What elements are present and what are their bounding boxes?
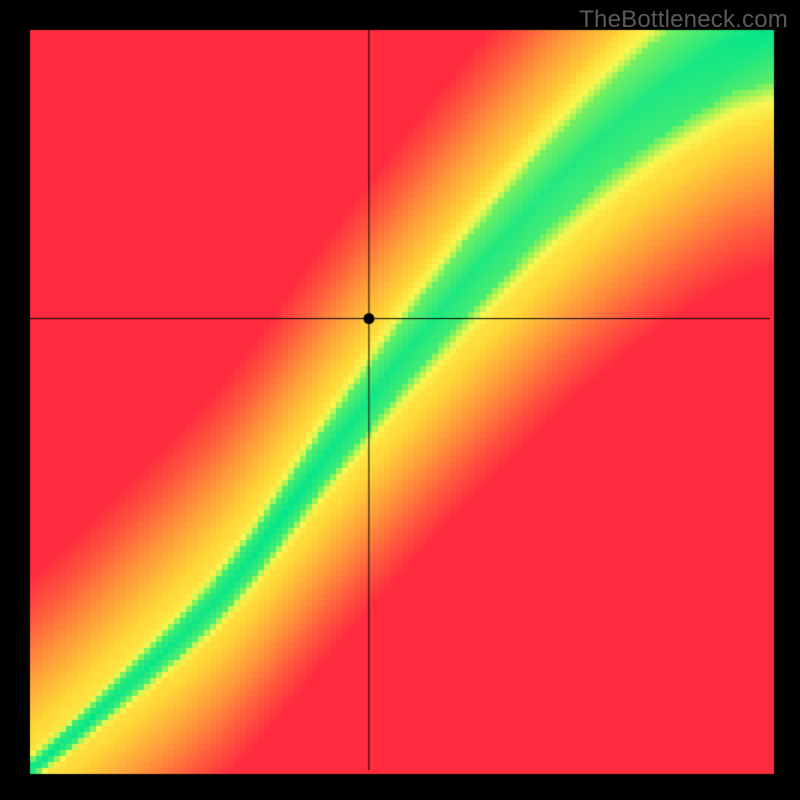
chart-container: TheBottleneck.com	[0, 0, 800, 800]
bottleneck-heatmap	[0, 0, 800, 800]
watermark-text: TheBottleneck.com	[579, 6, 788, 34]
